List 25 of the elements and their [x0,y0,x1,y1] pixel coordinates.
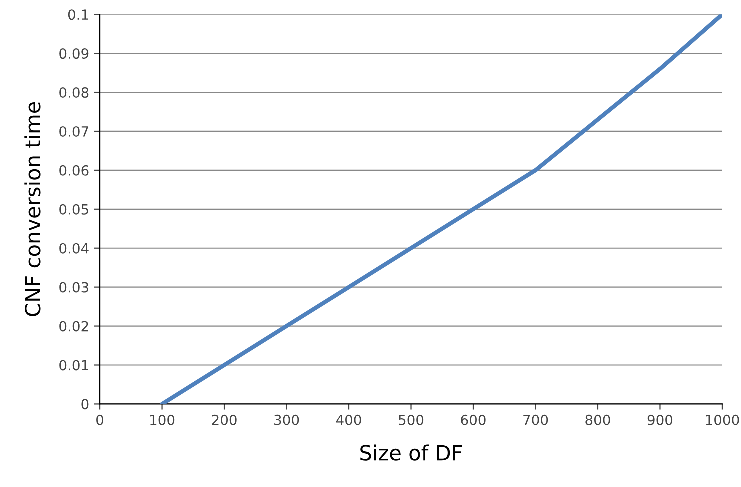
y-tick-label: 0.09 [60,48,89,60]
x-tick-label: 900 [648,414,673,426]
x-tick-label: 400 [336,414,362,426]
y-axis-title: CNF conversion time [24,102,41,316]
x-tick-label: 300 [274,414,300,426]
x-tick-label: 100 [150,414,175,426]
line-series [160,14,722,404]
y-tick-label: 0.05 [60,204,88,215]
x-tick-label: 800 [586,414,610,426]
y-tick-label: 0.02 [60,321,88,332]
y-tick-label: 0 [82,399,89,410]
y-tick-label: 0.03 [60,282,89,293]
x-tick-label: 600 [461,414,486,426]
x-axis-title: Size of DF [360,444,462,461]
y-tick-label: 0.08 [60,88,89,98]
x-tick-label: 1000 [706,414,740,426]
y-tick-label: 0.01 [60,360,88,371]
y-tick-label: 0.1 [68,10,88,20]
y-tick-label: 0.06 [60,165,89,176]
x-tick-label: 700 [524,414,548,426]
x-tick-label: 200 [212,414,237,426]
y-tick-label: 0.07 [60,126,88,137]
x-tick-label: 0 [96,414,104,426]
y-tick-label: 0.04 [60,243,89,254]
x-tick-label: 500 [399,414,424,426]
